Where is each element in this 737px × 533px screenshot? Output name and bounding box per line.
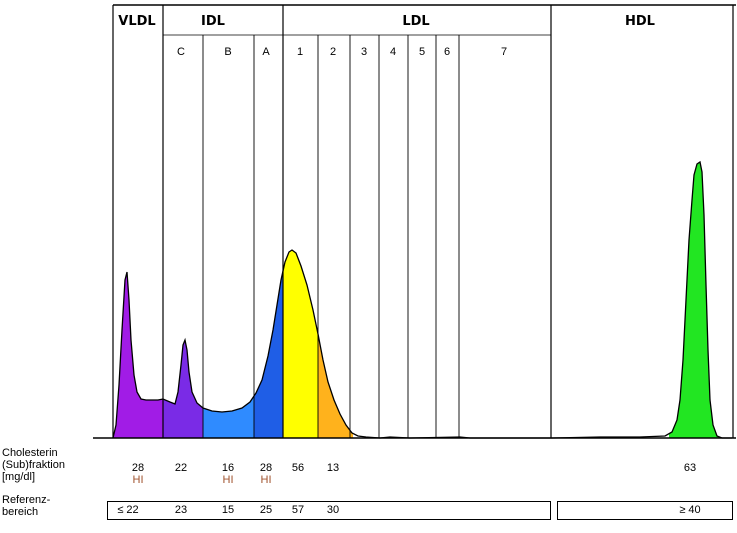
subfraction-label-6: 6 (444, 46, 450, 58)
high-flag: HI (260, 474, 272, 486)
subfraction-label-C: C (177, 46, 185, 58)
row-label-reference: Referenz- bereich (2, 494, 51, 518)
fraction-value: 16 (221, 462, 235, 474)
row-label-value: Cholesterin (Sub)fraktion [mg/dl] (2, 447, 65, 483)
high-flag: HI (132, 474, 144, 486)
reference-box-ldl (107, 501, 551, 520)
subfraction-label-A: A (262, 46, 270, 58)
reference-value: 30 (326, 504, 340, 516)
reference-value: 25 (259, 504, 273, 516)
reference-value: ≤ 22 (117, 504, 139, 516)
group-label-HDL: HDL (625, 14, 655, 29)
group-label-LDL: LDL (402, 14, 429, 29)
chart-frame (93, 4, 736, 439)
subfraction-label-7: 7 (501, 46, 507, 58)
subfraction-label-B: B (224, 46, 231, 58)
fraction-fill-B (203, 396, 254, 438)
subfraction-label-4: 4 (390, 46, 396, 58)
fraction-value: 63 (683, 462, 697, 474)
subfraction-label-3: 3 (361, 46, 367, 58)
subfraction-label-5: 5 (419, 46, 425, 58)
group-label-VLDL: VLDL (118, 14, 155, 29)
fraction-fill-HDL (669, 162, 719, 438)
reference-value: 57 (291, 504, 305, 516)
high-flag: HI (222, 474, 234, 486)
subfraction-label-1: 1 (297, 46, 303, 58)
fraction-value: 56 (291, 462, 305, 474)
reference-value: ≥ 40 (679, 504, 701, 516)
fraction-value: 28 (131, 462, 145, 474)
fraction-value: 22 (174, 462, 188, 474)
fraction-fill-1 (283, 250, 318, 438)
fraction-value: 13 (326, 462, 340, 474)
reference-value: 15 (221, 504, 235, 516)
fraction-fill-C (163, 340, 203, 438)
group-label-IDL: IDL (201, 14, 225, 29)
fraction-value: 28 (259, 462, 273, 474)
fraction-fill-2 (318, 334, 353, 438)
reference-box-hdl (557, 501, 733, 520)
curve-outline (112, 160, 732, 439)
curve-fills (113, 162, 719, 438)
subfraction-label-2: 2 (330, 46, 336, 58)
fraction-fill-VLDL (113, 272, 163, 438)
fraction-header: VLDL IDL LDL HDL C B A 1 2 3 4 5 6 7 (118, 14, 655, 58)
reference-value: 23 (174, 504, 188, 516)
